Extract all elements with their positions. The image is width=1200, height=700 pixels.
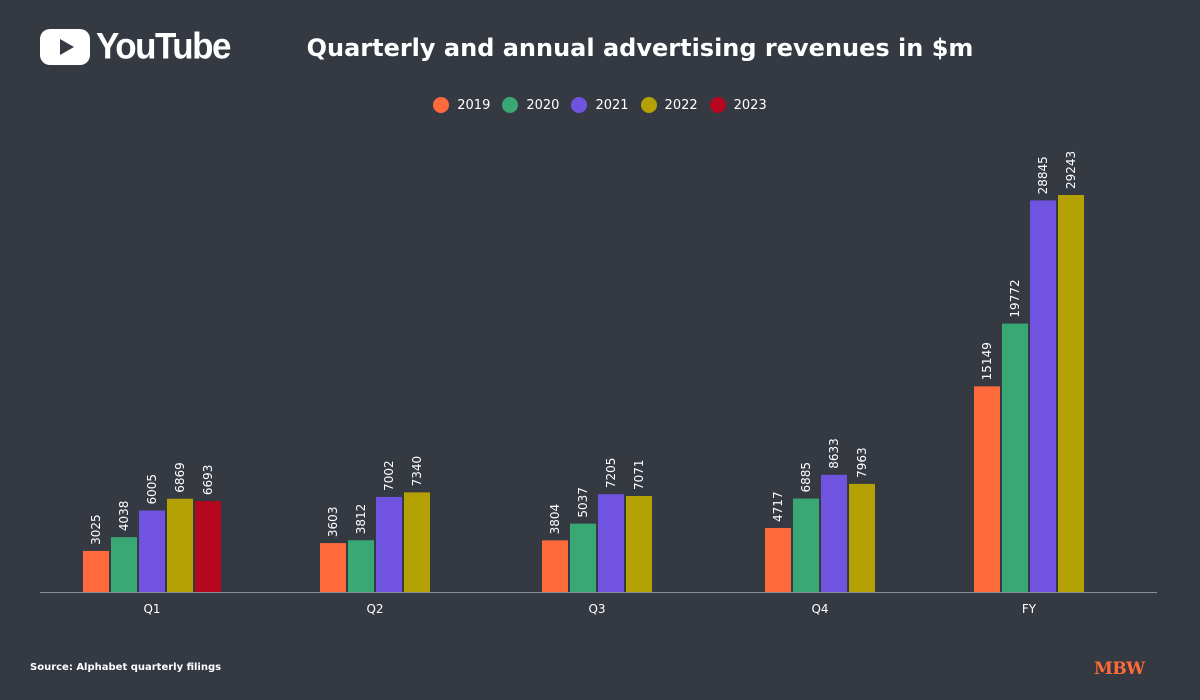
- bar-Q4-2021[interactable]: [821, 474, 847, 592]
- legend-label: 2021: [595, 97, 629, 113]
- bar-Q1-2021[interactable]: [139, 510, 165, 592]
- legend-item-2019[interactable]: 2019: [433, 97, 490, 113]
- bar-FY-2022[interactable]: [1058, 195, 1084, 592]
- x-tick-label: Q3: [588, 602, 605, 616]
- bar-Q1-2019[interactable]: [83, 550, 109, 592]
- data-label: 3804: [548, 504, 562, 535]
- data-label: 28845: [1036, 156, 1050, 194]
- legend-item-2022[interactable]: 2022: [640, 97, 698, 113]
- legend: 2019 2020 2021 2022 2023: [0, 97, 1200, 113]
- data-label: 3603: [326, 507, 340, 538]
- legend-swatch: [502, 97, 519, 113]
- data-label: 7071: [632, 459, 646, 490]
- bar-Q4-2020[interactable]: [793, 498, 819, 592]
- legend-item-2023[interactable]: 2023: [709, 97, 767, 113]
- legend-swatch: [709, 97, 726, 113]
- data-label: 7205: [604, 458, 618, 489]
- x-tick-label: Q4: [811, 602, 828, 616]
- bar-FY-2021[interactable]: [1030, 200, 1056, 593]
- youtube-play-icon: [40, 29, 90, 65]
- data-label: 15149: [980, 342, 994, 380]
- source-note: Source: Alphabet quarterly filings: [30, 662, 222, 673]
- data-label: 29243: [1064, 151, 1078, 189]
- data-label: 7002: [382, 460, 396, 491]
- legend-label: 2023: [733, 97, 767, 113]
- data-label: 6869: [173, 462, 187, 493]
- bar-Q2-2021[interactable]: [376, 496, 402, 592]
- x-tick-label: FY: [1022, 602, 1037, 616]
- mbw-logo: MBW: [1094, 659, 1145, 679]
- bar-Q3-2021[interactable]: [598, 494, 624, 592]
- legend-label: 2022: [664, 97, 698, 113]
- bar-Q2-2019[interactable]: [320, 543, 346, 592]
- bar-FY-2019[interactable]: [974, 386, 1000, 592]
- legend-item-2020[interactable]: 2020: [502, 97, 559, 113]
- data-label: 3025: [89, 514, 103, 545]
- x-tick-label: Q1: [143, 602, 160, 616]
- data-label: 4038: [117, 501, 131, 532]
- bar-Q1-2020[interactable]: [111, 537, 137, 592]
- youtube-wordmark: YouTube: [96, 26, 232, 67]
- legend-swatch: [571, 97, 588, 113]
- legend-label: 2019: [457, 97, 491, 113]
- bar-Q4-2022[interactable]: [849, 483, 875, 592]
- bar-Q4-2019[interactable]: [765, 527, 791, 592]
- bar-Q2-2020[interactable]: [348, 540, 374, 592]
- bar-Q2-2022[interactable]: [404, 492, 430, 592]
- legend-item-2021[interactable]: 2021: [571, 97, 629, 113]
- chart-title: Quarterly and annual advertising revenue…: [306, 34, 974, 62]
- youtube-logo: YouTube: [40, 26, 232, 68]
- data-label: 4717: [771, 491, 785, 522]
- bar-Q1-2022[interactable]: [167, 498, 193, 592]
- x-tick-label: Q2: [366, 602, 383, 616]
- legend-swatch: [433, 97, 450, 113]
- data-label: 3812: [354, 504, 368, 535]
- data-label: 6005: [145, 474, 159, 505]
- legend-label: 2020: [526, 97, 560, 113]
- data-label: 8633: [827, 438, 841, 469]
- legend-swatch: [640, 97, 657, 113]
- data-label: 19772: [1008, 279, 1022, 317]
- data-label: 5037: [576, 487, 590, 518]
- bar-Q1-2023[interactable]: [195, 501, 221, 592]
- bar-FY-2020[interactable]: [1002, 323, 1028, 592]
- data-label: 6693: [201, 465, 215, 496]
- bar-Q3-2020[interactable]: [570, 523, 596, 592]
- bar-Q3-2022[interactable]: [626, 496, 652, 592]
- data-label: 7963: [855, 447, 869, 478]
- data-label: 6885: [799, 462, 813, 493]
- bar-chart: 3025 4038 6005 6869 6693 Q1 3603 3812 7002 7340 Q2…: [40, 151, 1157, 616]
- bar-Q3-2019[interactable]: [542, 540, 568, 592]
- data-label: 7340: [410, 456, 424, 487]
